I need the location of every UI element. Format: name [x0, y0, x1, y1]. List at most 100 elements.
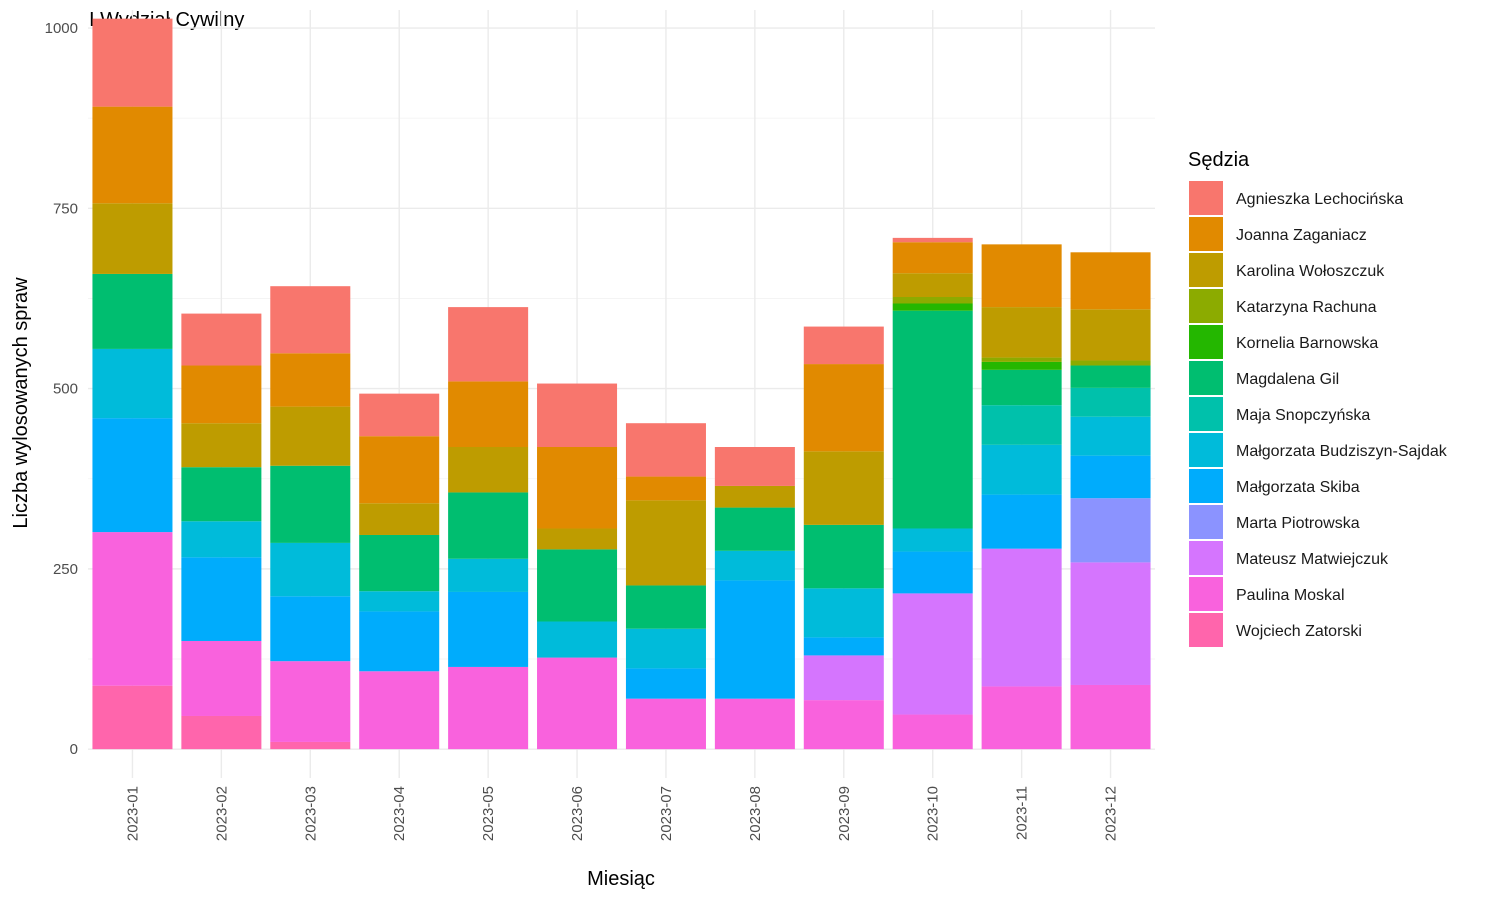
bar-segment [892, 297, 973, 304]
bar-segment [625, 668, 706, 699]
legend-label: Agnieszka Lechocińska [1236, 191, 1403, 208]
bar-segment [270, 406, 351, 466]
bar-segment [359, 436, 440, 504]
legend-label: Mateusz Matwiejczuk [1236, 551, 1389, 568]
bar-segment [892, 551, 973, 594]
bar-segment [92, 18, 173, 107]
x-tick-label: 2023-04 [391, 786, 408, 841]
bar-segment [270, 542, 351, 597]
legend-swatch [1189, 577, 1223, 611]
legend-items: Agnieszka Lechocińska Joanna Zaganiacz Kar… [1189, 181, 1448, 647]
bar-segment [981, 444, 1062, 495]
legend-swatch [1189, 505, 1223, 539]
bar-segment [981, 357, 1062, 362]
x-tick-label: 2023-02 [213, 786, 230, 841]
bar-segment [625, 628, 706, 669]
bar-segment [981, 307, 1062, 358]
bar-segment [270, 286, 351, 354]
bar-segment [537, 447, 618, 529]
bar-segment [981, 686, 1062, 750]
bar-segment [270, 661, 351, 742]
x-tick-label: 2023-06 [569, 786, 586, 841]
legend: Sędzia Agnieszka Lechocińska Joanna Zagan… [1188, 149, 1448, 647]
bar-segment [92, 418, 173, 533]
bar-segment [981, 405, 1062, 445]
bar-segment [181, 521, 262, 558]
bar-segment [181, 365, 262, 424]
legend-label: Małgorzata Budziszyn-Sajdak [1236, 443, 1448, 460]
bar-segment [181, 557, 262, 641]
legend-label: Joanna Zaganiacz [1236, 227, 1367, 244]
bar-segment [537, 528, 618, 550]
bar-segment [803, 326, 884, 365]
bar-segment [714, 550, 795, 581]
legend-swatch [1189, 469, 1223, 503]
bar-segment [625, 500, 706, 586]
bar-segment [181, 423, 262, 468]
bar-segment [181, 313, 262, 366]
y-tick-label: 0 [70, 741, 78, 758]
bar-segment [270, 741, 351, 750]
bar-segment [1070, 360, 1151, 366]
x-tick-label: 2023-05 [480, 786, 497, 841]
bar-segment [448, 381, 529, 448]
bar-segment [803, 637, 884, 656]
x-tick-labels: 2023-01 2023-02 2023-03 2023-04 2023-05 2023-… [124, 786, 1119, 841]
legend-swatch [1189, 181, 1223, 215]
bar-segment [714, 485, 795, 508]
bar-segment [1070, 455, 1151, 499]
y-tick-labels: 0 250 500 750 1000 [45, 20, 78, 758]
bar-segment [803, 364, 884, 452]
bar-segment [448, 447, 529, 493]
y-tick-label: 750 [53, 200, 78, 217]
bar-segment [1070, 365, 1151, 388]
bar-segment [803, 588, 884, 638]
bar-segment [448, 492, 529, 559]
bar-segment [625, 698, 706, 750]
bar-segment [359, 503, 440, 535]
legend-label: Karolina Wołoszczuk [1236, 263, 1385, 280]
x-tick-label: 2023-09 [836, 786, 853, 841]
bar-segment [803, 700, 884, 750]
legend-swatch [1189, 325, 1223, 359]
bar-segment [803, 451, 884, 525]
x-tick-label: 2023-01 [124, 786, 141, 841]
legend-label: Marta Piotrowska [1236, 515, 1360, 532]
bar-segment [359, 611, 440, 672]
x-tick-label: 2023-08 [747, 786, 764, 841]
bar-segment [448, 558, 529, 592]
bar-segment [448, 666, 529, 750]
bar-segment [714, 447, 795, 486]
bar-segment [981, 369, 1062, 406]
x-tick-label: 2023-10 [925, 786, 942, 841]
bars [92, 18, 1151, 750]
bar-segment [1070, 309, 1151, 361]
bar-segment [892, 310, 973, 529]
bar-segment [92, 273, 173, 349]
bar-segment [448, 307, 529, 382]
legend-swatch [1189, 541, 1223, 575]
bar-segment [1070, 498, 1151, 563]
bar-segment [537, 657, 618, 750]
legend-swatch [1189, 361, 1223, 395]
x-tick-label: 2023-07 [658, 786, 675, 841]
bar-segment [92, 348, 173, 419]
bar-segment [359, 534, 440, 592]
x-tick-label: 2023-11 [1014, 786, 1031, 840]
bar-segment [92, 532, 173, 686]
bar-segment [892, 714, 973, 750]
x-tick-label: 2023-03 [302, 786, 319, 841]
legend-swatch [1189, 433, 1223, 467]
bar-segment [803, 655, 884, 701]
legend-swatch [1189, 397, 1223, 431]
legend-label: Wojciech Zatorski [1236, 623, 1362, 640]
legend-label: Małgorzata Skiba [1236, 479, 1360, 496]
bar-segment [92, 106, 173, 204]
x-axis-title: Miesiąc [587, 868, 655, 890]
bar-segment [625, 476, 706, 501]
bar-segment [537, 383, 618, 448]
bar-segment [803, 524, 884, 589]
bar-segment [537, 549, 618, 622]
bar-segment [92, 685, 173, 750]
